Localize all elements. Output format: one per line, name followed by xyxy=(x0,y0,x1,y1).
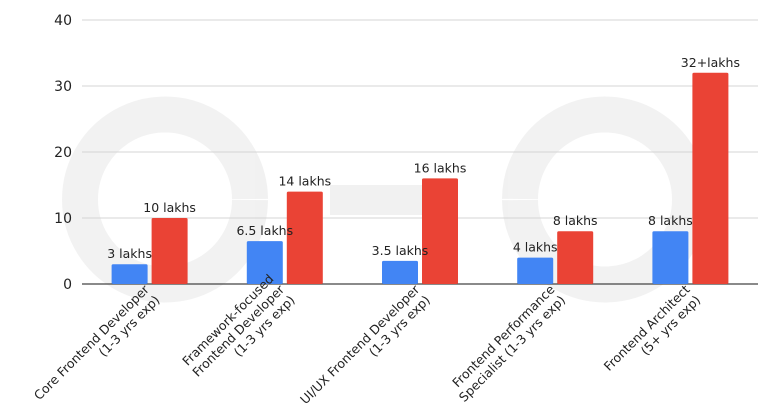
y-tick-label: 30 xyxy=(54,79,72,95)
data-label: 8 lakhs xyxy=(553,213,598,228)
bar-series1-2 xyxy=(246,241,283,284)
x-tick-label-group: Core Frontend Developer(1-3 yrs exp) xyxy=(31,281,163,403)
bar-series1-3 xyxy=(382,260,418,284)
data-label: 16 lakhs xyxy=(414,160,467,175)
bar-series1-4 xyxy=(517,257,554,284)
x-tick-label: Frontend Performance xyxy=(449,282,558,391)
bars xyxy=(111,72,729,284)
data-label: 3 lakhs xyxy=(107,246,152,261)
y-tick-label: 0 xyxy=(63,277,72,293)
x-tick-label: Specialist (1-3 yrs exp) xyxy=(456,292,568,404)
gridlines xyxy=(82,19,758,285)
y-axis: 0 10 20 30 40 xyxy=(54,13,72,293)
bar-series2-2 xyxy=(286,191,323,284)
data-label: 4 lakhs xyxy=(513,240,558,255)
bar-series1-1 xyxy=(111,264,148,284)
bar-series2-4 xyxy=(557,231,594,284)
y-tick-label: 20 xyxy=(54,145,72,161)
data-label: 6.5 lakhs xyxy=(236,223,293,238)
x-tick-label: UI/UX Frontend Developer xyxy=(297,281,423,406)
data-label: 14 lakhs xyxy=(278,174,331,189)
x-tick-label-group: UI/UX Frontend Developer(1-3 yrs exp) xyxy=(297,281,433,406)
y-tick-label: 10 xyxy=(54,211,72,227)
data-label: 32+lakhs xyxy=(681,55,740,70)
bar-series2-3 xyxy=(422,178,458,284)
bar-series1-5 xyxy=(652,231,689,284)
x-tick-label: Frontend Developer xyxy=(189,281,287,379)
bar-series2-1 xyxy=(151,218,188,284)
bar-series2-5 xyxy=(692,72,729,284)
y-tick-label: 40 xyxy=(54,13,72,29)
data-labels: 3 lakhs 10 lakhs 6.5 lakhs 14 lakhs 3.5 lakh… xyxy=(107,55,740,261)
data-label: 8 lakhs xyxy=(648,213,693,228)
x-tick-label: Core Frontend Developer xyxy=(31,281,153,403)
data-label: 3.5 lakhs xyxy=(372,243,429,258)
data-label: 10 lakhs xyxy=(143,200,196,215)
